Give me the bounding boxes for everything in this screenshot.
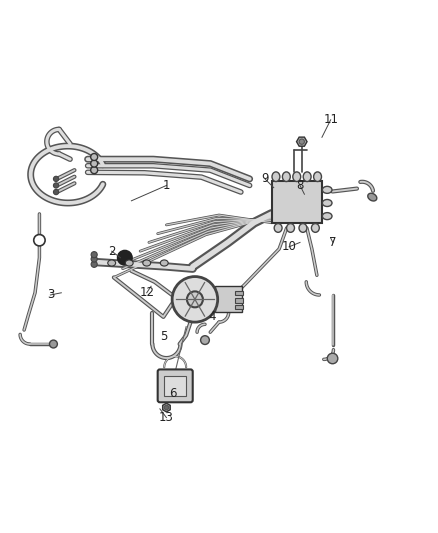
Text: 1: 1 [162, 179, 170, 192]
Text: 2: 2 [108, 245, 116, 257]
Bar [235, 305, 243, 310]
Ellipse shape [108, 260, 116, 266]
Ellipse shape [283, 172, 290, 182]
Text: 7: 7 [329, 236, 337, 249]
Text: 9: 9 [261, 172, 269, 185]
Text: 11: 11 [323, 114, 338, 126]
Ellipse shape [143, 260, 151, 266]
Circle shape [53, 189, 59, 195]
Ellipse shape [125, 260, 133, 266]
Bar [164, 376, 186, 395]
Text: 12: 12 [139, 286, 154, 300]
Circle shape [91, 154, 98, 160]
Ellipse shape [322, 187, 332, 193]
Circle shape [91, 261, 97, 268]
Ellipse shape [311, 223, 319, 232]
Circle shape [172, 277, 218, 322]
Circle shape [118, 251, 132, 265]
Ellipse shape [160, 260, 168, 266]
Text: 6: 6 [169, 387, 177, 400]
Circle shape [49, 340, 57, 348]
Polygon shape [162, 403, 170, 412]
Circle shape [91, 167, 98, 174]
Ellipse shape [303, 172, 311, 182]
Circle shape [91, 256, 97, 262]
Ellipse shape [314, 172, 321, 182]
Text: 3: 3 [47, 288, 54, 302]
Polygon shape [297, 137, 307, 146]
Circle shape [201, 336, 209, 344]
Ellipse shape [286, 223, 294, 232]
Circle shape [34, 235, 45, 246]
Bar [235, 298, 243, 303]
Circle shape [91, 160, 98, 167]
Circle shape [53, 183, 59, 188]
Ellipse shape [322, 199, 332, 206]
Bar [215, 286, 242, 312]
FancyBboxPatch shape [272, 181, 322, 223]
Text: 5: 5 [161, 330, 168, 343]
Circle shape [91, 252, 97, 258]
Ellipse shape [299, 223, 307, 232]
Text: 10: 10 [282, 240, 297, 253]
Ellipse shape [322, 213, 332, 220]
Bar [235, 290, 243, 295]
Circle shape [164, 405, 169, 410]
Circle shape [327, 353, 338, 364]
Ellipse shape [272, 172, 280, 182]
Ellipse shape [368, 193, 377, 201]
Text: 8: 8 [297, 179, 304, 192]
FancyBboxPatch shape [158, 369, 193, 402]
Text: 4: 4 [208, 310, 216, 324]
Circle shape [187, 292, 203, 308]
Circle shape [299, 139, 304, 144]
Ellipse shape [293, 172, 300, 182]
Circle shape [53, 176, 59, 182]
Text: 13: 13 [159, 411, 174, 424]
Ellipse shape [274, 223, 282, 232]
